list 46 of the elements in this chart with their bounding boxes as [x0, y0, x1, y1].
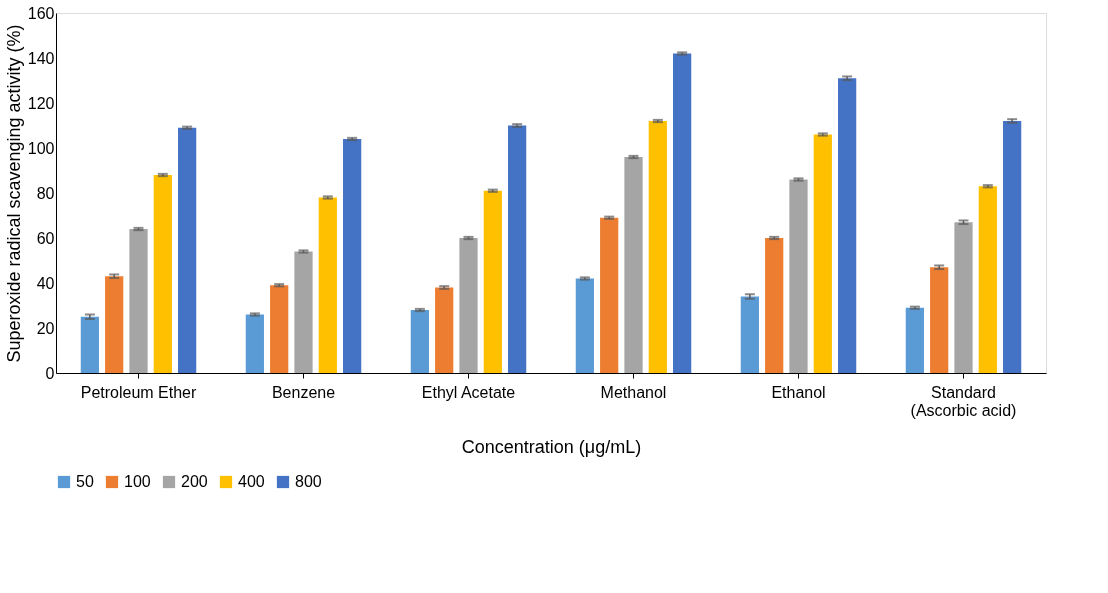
bar [673, 53, 692, 373]
bar [575, 278, 594, 373]
y-axis-title: Superoxide radical scavenging activity (%) [3, 24, 24, 363]
bar [648, 121, 667, 373]
bar [624, 157, 643, 373]
bar [600, 217, 619, 373]
legend-label: 800 [295, 473, 322, 490]
bar [410, 310, 429, 373]
bar [178, 127, 197, 373]
bar [343, 139, 362, 373]
bar [905, 307, 924, 373]
bar [153, 175, 172, 373]
y-tick-label: 40 [36, 274, 55, 292]
y-tick-label: 100 [27, 139, 55, 157]
y-tick-label: 160 [27, 4, 55, 22]
legend-label: 200 [181, 473, 208, 490]
x-tick-label: Standard (Ascorbic acid) [910, 383, 1017, 419]
y-tick-label: 20 [36, 319, 55, 337]
x-tick-label: Methanol [600, 383, 667, 401]
x-tick-label: Ethyl Acetate [421, 383, 516, 401]
bar [765, 238, 784, 373]
bar [435, 287, 454, 373]
x-tick-label: Petroleum Ether [80, 383, 197, 401]
bar [789, 179, 808, 373]
bar [245, 314, 264, 373]
bar [294, 251, 313, 373]
bar [813, 134, 832, 373]
y-tick-label: 120 [27, 94, 55, 112]
bar [459, 238, 478, 373]
x-tick-label: Benzene [271, 383, 336, 401]
bar [318, 197, 337, 373]
legend-label: 100 [124, 473, 151, 490]
legend-label: 400 [238, 473, 265, 490]
y-tick-label: 0 [45, 364, 55, 382]
bar [270, 285, 289, 373]
bar [508, 125, 527, 373]
bar [978, 186, 997, 373]
legend-label: 50 [76, 473, 94, 490]
y-tick-label: 140 [27, 49, 55, 67]
bar [129, 229, 148, 373]
y-tick-label: 60 [36, 229, 55, 247]
x-tick-label: Ethanol [771, 383, 826, 401]
bar [1003, 121, 1022, 373]
bar [483, 190, 502, 373]
y-tick-label: 80 [36, 184, 55, 202]
x-axis-title: Concentration (μg/mL) [461, 436, 642, 457]
